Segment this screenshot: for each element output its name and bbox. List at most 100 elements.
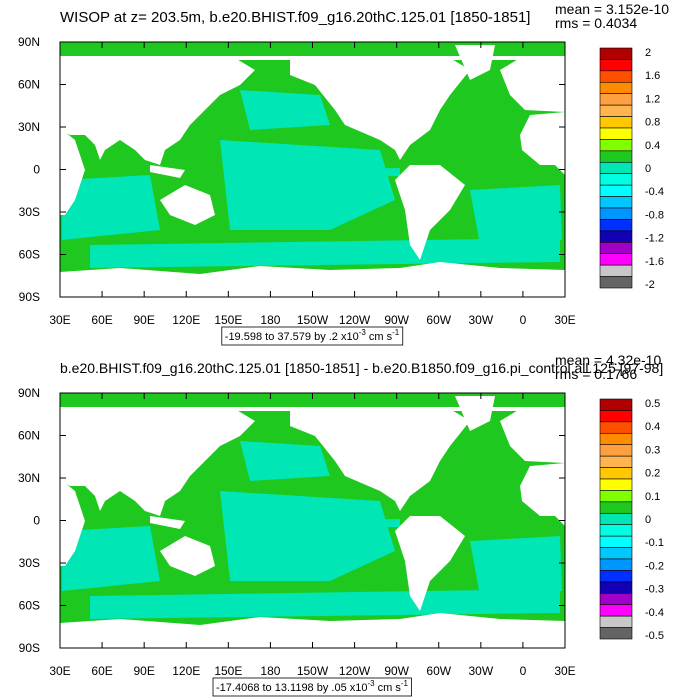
- panel-stat: mean = 3.152e-10: [555, 1, 669, 17]
- caption-exponent: -3: [368, 679, 376, 688]
- colorbar-box: [599, 253, 633, 266]
- field-patch: [90, 589, 560, 619]
- field-patch: [240, 441, 330, 481]
- colorbar-label: 0: [645, 514, 651, 526]
- colorbar-box: [599, 410, 633, 423]
- colorbar-box: [599, 467, 633, 480]
- colorbar-label: -0.1: [645, 537, 664, 549]
- colorbar-box: [599, 219, 633, 232]
- colorbar-label: 0.8: [645, 117, 660, 129]
- y-tick-label: 90N: [18, 35, 40, 49]
- colorbar-box: [599, 478, 633, 491]
- colorbar-label: -0.4: [645, 186, 664, 198]
- colorbar-label: 0.1: [645, 491, 660, 503]
- colorbar-box: [599, 627, 633, 640]
- x-tick-label: 90E: [133, 313, 154, 327]
- x-tick-label: 60W: [426, 664, 451, 678]
- caption-box: [212, 677, 412, 697]
- y-tick-label: 60N: [18, 429, 40, 443]
- field-patch: [260, 519, 400, 529]
- x-tick-label: 60W: [426, 313, 451, 327]
- colorbar-box: [599, 547, 633, 560]
- colorbar-box: [599, 207, 633, 220]
- caption-unit: cm s: [378, 682, 402, 694]
- x-tick-label: 60E: [91, 313, 112, 327]
- map-field: [60, 393, 565, 648]
- range-caption: -17.4068 to 13.1198 by .05 x10-3 cm s-1: [216, 679, 409, 694]
- x-tick-label: 30E: [554, 664, 575, 678]
- colorbar-label: -1.2: [645, 233, 664, 245]
- field-patch: [62, 175, 160, 240]
- colorbar-box: [599, 535, 633, 548]
- caption-exponent: -1: [392, 328, 400, 337]
- land: [290, 58, 470, 160]
- x-tick-label: 150W: [297, 313, 329, 327]
- panel-stat: rms = 0.1766: [555, 366, 637, 382]
- land: [500, 58, 565, 112]
- y-tick-label: 0: [33, 514, 40, 528]
- colorbar-label: 1.6: [645, 70, 660, 82]
- land: [60, 479, 85, 566]
- land: [160, 185, 215, 225]
- x-tick-label: 90W: [384, 313, 409, 327]
- y-tick-label: 60S: [19, 599, 40, 613]
- land: [520, 112, 565, 175]
- colorbar-box: [599, 196, 633, 209]
- land: [60, 56, 565, 60]
- colorbar-box: [599, 490, 633, 503]
- colorbar-box: [599, 581, 633, 594]
- caption-exponent: -3: [359, 328, 367, 337]
- field-patch: [220, 491, 395, 581]
- x-tick-label: 180: [260, 664, 280, 678]
- colorbar-box: [599, 184, 633, 197]
- field-patch: [62, 526, 160, 591]
- x-tick-label: 30E: [554, 313, 575, 327]
- x-tick-label: 90W: [384, 664, 409, 678]
- colorbar-box: [599, 139, 633, 152]
- x-tick-label: 150W: [297, 664, 329, 678]
- colorbar-label: -0.5: [645, 630, 664, 642]
- caption-exponent: -1: [401, 679, 409, 688]
- colorbar-label: -1.6: [645, 256, 664, 268]
- colorbar-box: [599, 264, 633, 277]
- caption-unit: cm s: [369, 331, 393, 343]
- x-tick-label: 30E: [49, 313, 70, 327]
- colorbar-label: -0.3: [645, 584, 664, 596]
- colorbar-box: [599, 59, 633, 72]
- colorbar-box: [599, 81, 633, 95]
- colorbar-box: [599, 398, 633, 411]
- y-tick-label: 30N: [18, 471, 40, 485]
- colorbar-label: 0: [645, 163, 651, 175]
- field-patch: [90, 238, 560, 268]
- colorbar-box: [599, 173, 633, 186]
- land: [520, 463, 565, 526]
- x-tick-label: 0: [520, 313, 527, 327]
- colorbar-label: -0.2: [645, 560, 664, 572]
- field-patch: [220, 140, 395, 230]
- caption-text: -17.4068 to 13.1198 by .05 x10: [216, 682, 367, 694]
- colorbar-box: [599, 615, 633, 628]
- colorbar-box: [599, 524, 633, 537]
- colorbar-box: [599, 150, 633, 163]
- land: [150, 165, 185, 178]
- x-tick-label: 120E: [172, 664, 200, 678]
- field-patch: [240, 90, 330, 130]
- land: [160, 536, 215, 576]
- land: [60, 58, 255, 165]
- colorbar-label: 1.2: [645, 93, 660, 105]
- x-tick-label: 90E: [133, 664, 154, 678]
- land: [60, 128, 85, 215]
- colorbar-box: [599, 570, 633, 583]
- panel-title: b.e20.BHIST.f09_g16.20thC.125.01 [1850-1…: [60, 360, 663, 376]
- x-tick-label: 30W: [468, 313, 493, 327]
- panel-stat: rms = 0.4034: [555, 15, 637, 31]
- y-tick-label: 30N: [18, 120, 40, 134]
- land: [455, 45, 495, 80]
- colorbar-box: [599, 421, 633, 434]
- colorbar-box: [599, 592, 633, 606]
- colorbar-box: [599, 161, 633, 175]
- colorbar-box: [599, 604, 633, 617]
- colorbar-box: [599, 241, 633, 255]
- colorbar-label: -2: [645, 279, 655, 291]
